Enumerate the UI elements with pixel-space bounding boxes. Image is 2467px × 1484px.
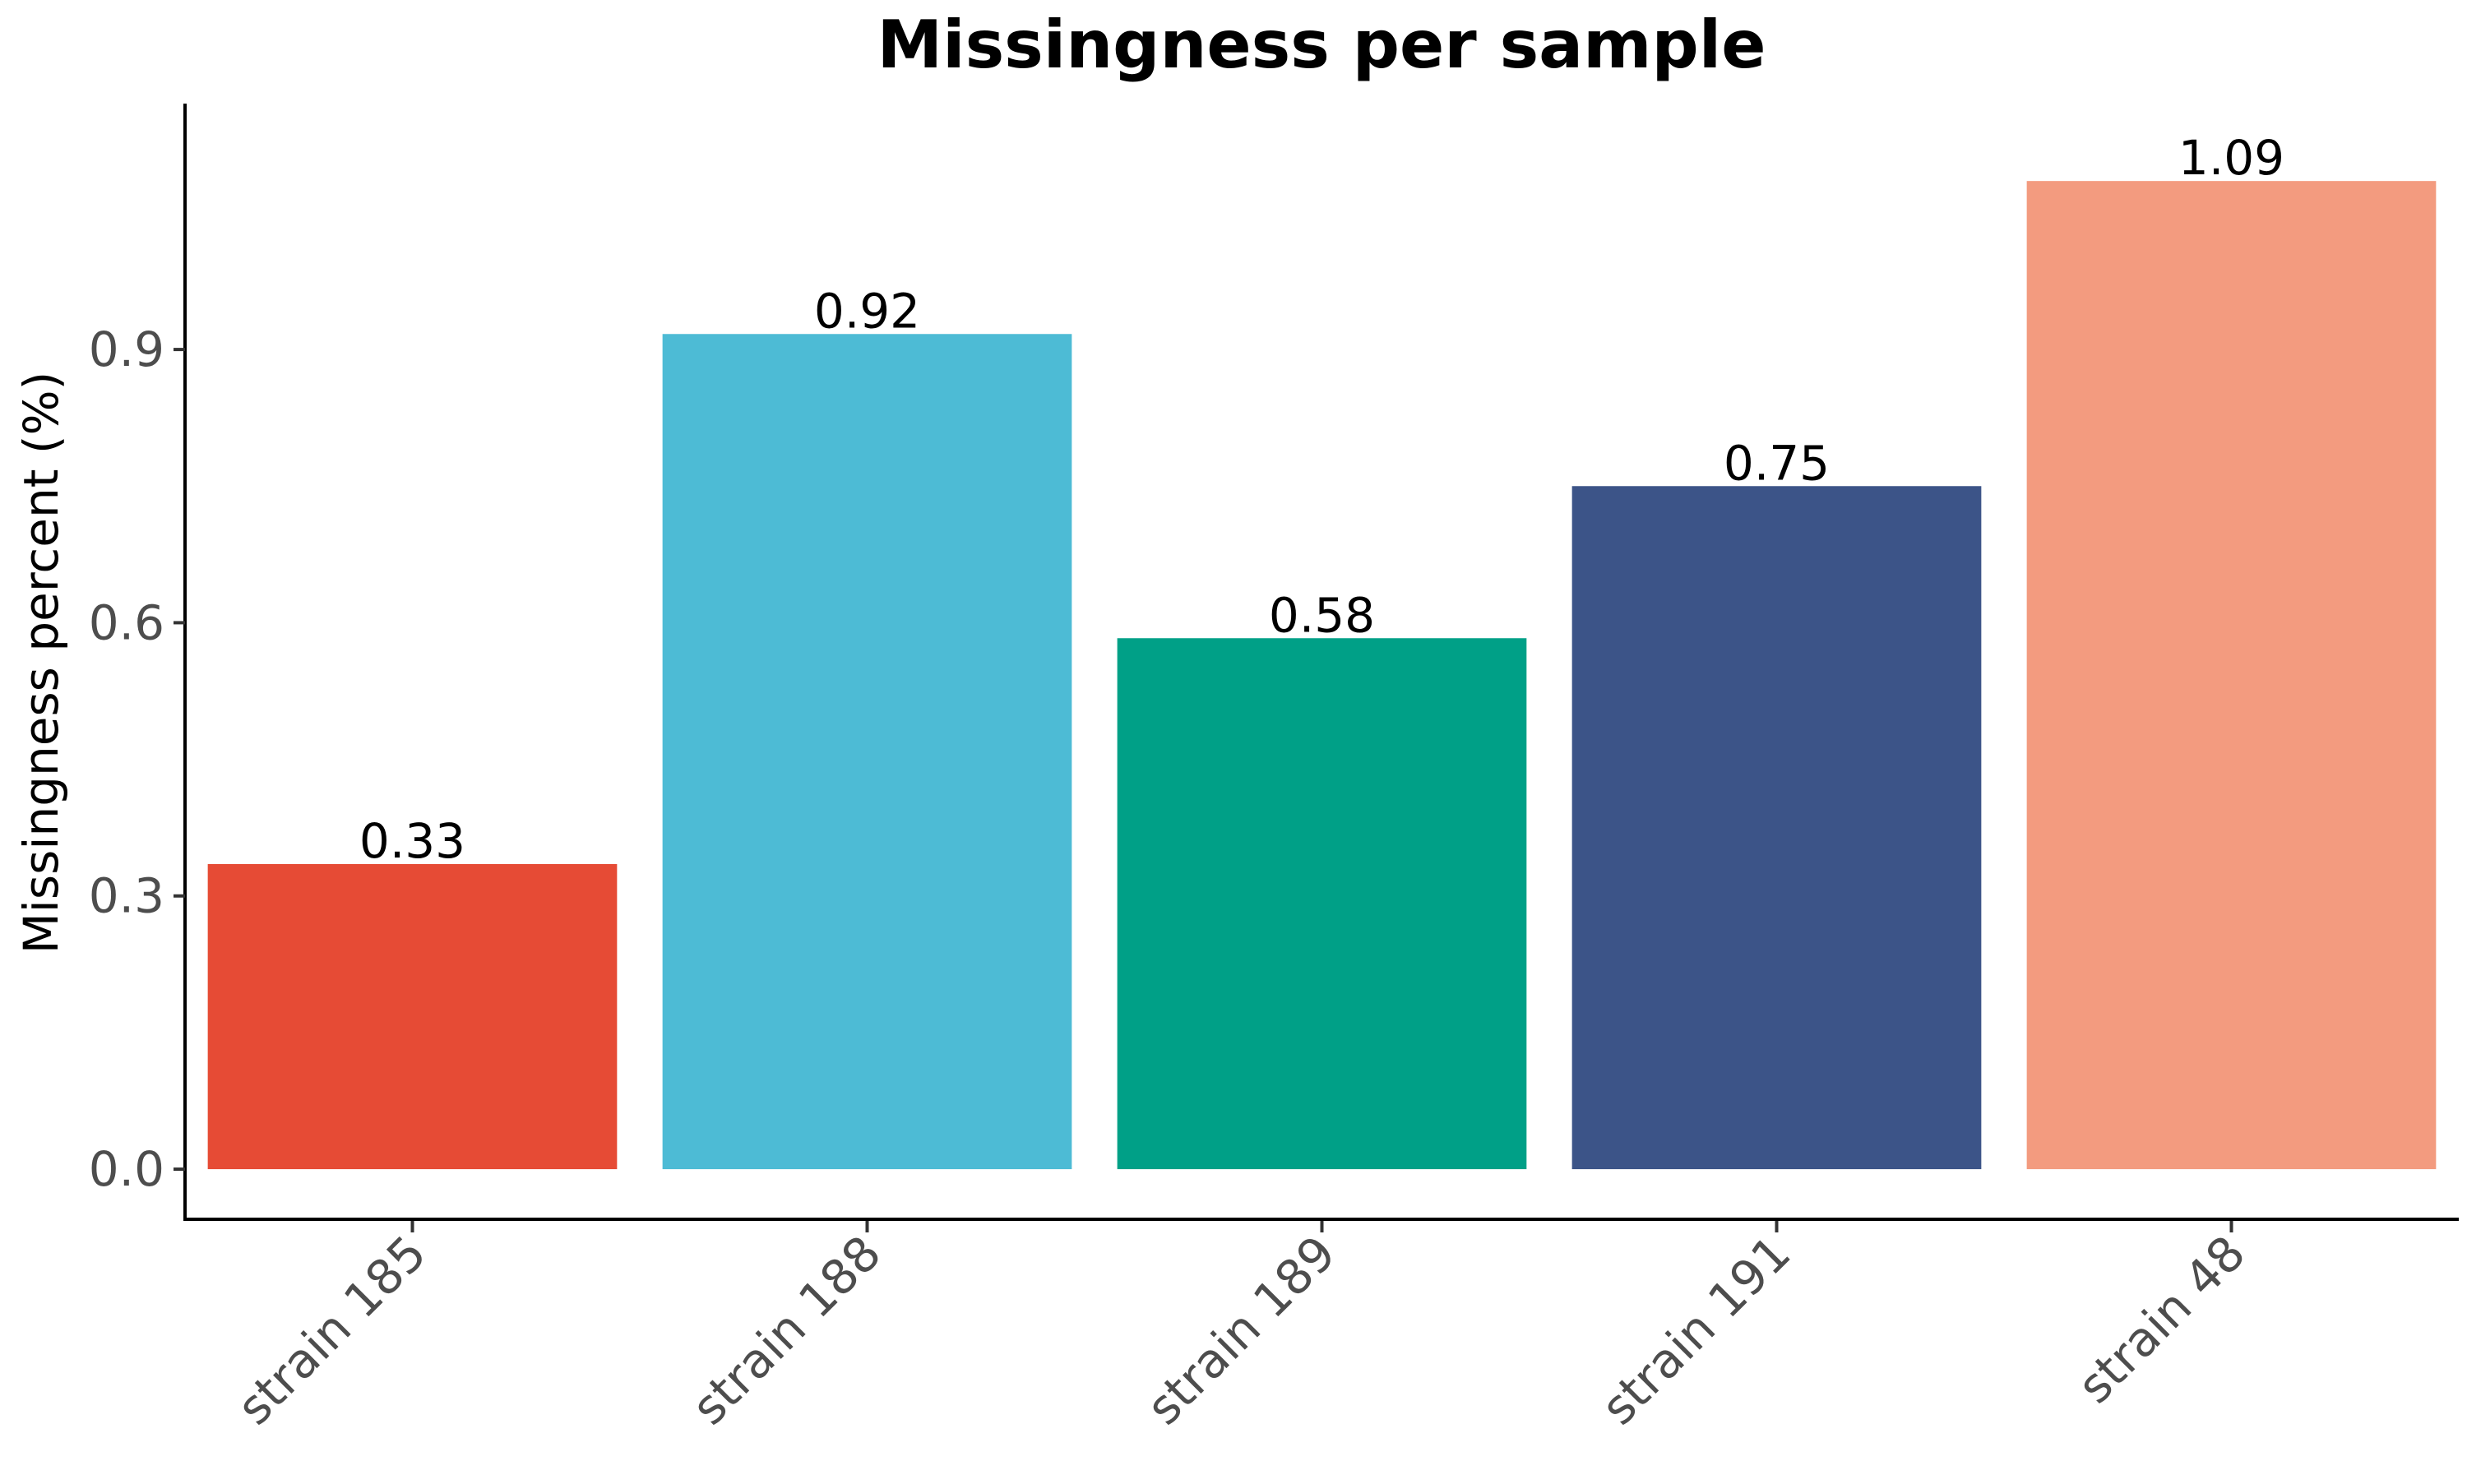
x-tick-label: strain 188 <box>681 1225 891 1435</box>
x-tick-label: strain 185 <box>226 1225 437 1435</box>
bars-group: 0.33 0.92 0.58 0.75 1.09 <box>207 130 2437 1170</box>
bar-strain-188 <box>662 334 1072 1170</box>
data-label: 0.75 <box>1724 435 1830 491</box>
y-tick-label: 0.6 <box>89 594 164 650</box>
bar-strain-191 <box>1571 486 1982 1170</box>
data-label: 1.09 <box>2178 130 2284 186</box>
bar-strain-48 <box>2026 181 2437 1170</box>
chart-title: Missingness per sample <box>877 7 1766 83</box>
x-tick-label: strain 48 <box>2067 1225 2256 1414</box>
x-tick-label: strain 189 <box>1136 1225 1346 1435</box>
y-tick-label: 0.9 <box>89 321 164 377</box>
bar-strain-185 <box>207 863 618 1170</box>
x-tick-label: strain 191 <box>1590 1225 1801 1435</box>
y-ticks-group: 0.0 0.3 0.6 0.9 <box>89 321 185 1197</box>
y-tick-label: 0.3 <box>89 868 164 924</box>
bar-strain-189 <box>1117 638 1527 1170</box>
data-label: 0.58 <box>1269 587 1375 643</box>
data-label: 0.33 <box>359 813 465 869</box>
x-ticks-group: strain 185 strain 188 strain 189 strain 191… <box>226 1221 2256 1435</box>
y-tick-label: 0.0 <box>89 1141 164 1197</box>
y-axis-label: Missingness percent (%) <box>13 372 69 955</box>
data-label: 0.92 <box>814 283 920 339</box>
